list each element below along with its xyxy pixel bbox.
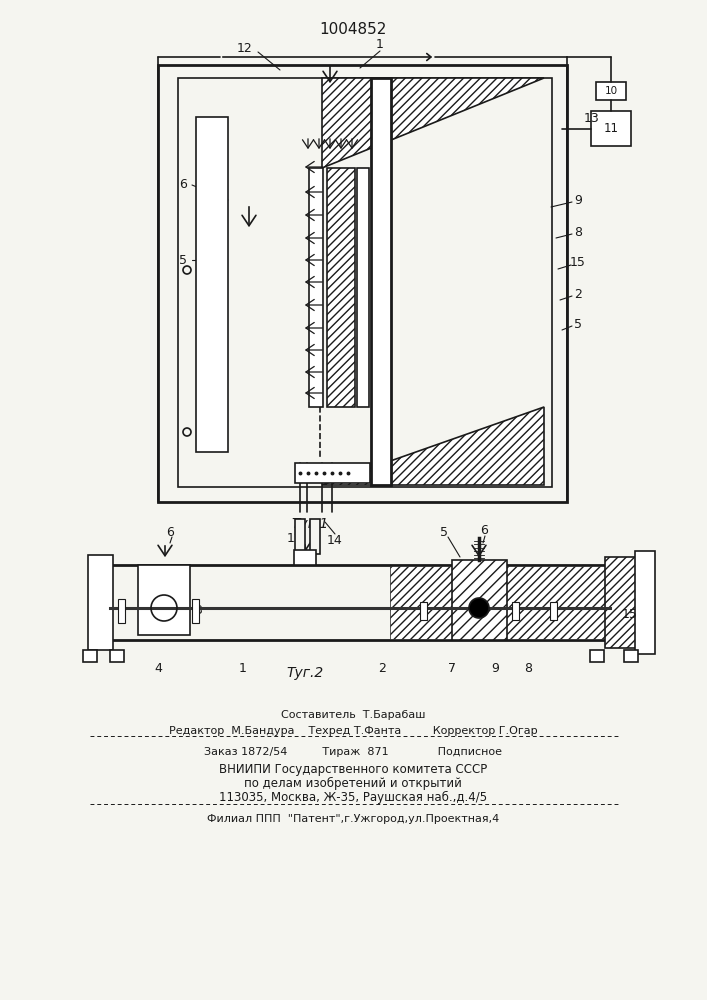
Bar xyxy=(192,599,199,623)
Text: 9: 9 xyxy=(574,194,582,207)
Bar xyxy=(512,602,519,620)
Bar xyxy=(309,168,323,407)
Text: 6: 6 xyxy=(179,178,187,192)
Bar xyxy=(83,650,97,662)
Text: Заказ 1872/54          Тираж  871              Подписное: Заказ 1872/54 Тираж 871 Подписное xyxy=(204,747,502,757)
Circle shape xyxy=(469,598,489,618)
Text: 15: 15 xyxy=(622,608,638,621)
Bar xyxy=(357,168,369,407)
Text: ВНИИПИ Государственного комитета СССР: ВНИИПИ Государственного комитета СССР xyxy=(219,763,487,776)
Bar xyxy=(158,65,567,502)
Bar xyxy=(635,551,655,654)
Text: 7: 7 xyxy=(448,662,456,674)
Text: Τуг.1: Τуг.1 xyxy=(291,517,329,531)
Text: 2: 2 xyxy=(574,288,582,300)
Text: 3: 3 xyxy=(194,603,202,616)
Bar xyxy=(295,463,370,483)
Text: 13: 13 xyxy=(584,112,600,125)
Text: 8: 8 xyxy=(574,226,582,238)
Bar xyxy=(420,602,427,620)
Text: 113035, Москва, Ж-35, Раушская наб.,д.4/5: 113035, Москва, Ж-35, Раушская наб.,д.4/… xyxy=(219,791,487,804)
Text: 9: 9 xyxy=(491,662,499,674)
Text: 6: 6 xyxy=(166,526,174,538)
Text: по делам изобретений и открытий: по делам изобретений и открытий xyxy=(244,777,462,790)
Bar xyxy=(138,565,190,635)
Text: 6: 6 xyxy=(480,524,488,536)
Bar xyxy=(310,519,320,554)
Text: Филиал ППП  "Патент",г.Ужгород,ул.Проектная,4: Филиал ППП "Патент",г.Ужгород,ул.Проектн… xyxy=(207,814,499,824)
Bar xyxy=(178,78,552,487)
Text: 1004852: 1004852 xyxy=(320,22,387,37)
Bar xyxy=(605,557,637,648)
Bar xyxy=(295,519,305,554)
Text: 5: 5 xyxy=(440,526,448,538)
Bar xyxy=(590,650,604,662)
Text: Τуг.2: Τуг.2 xyxy=(286,666,324,680)
Text: Составитель  Т.Барабаш: Составитель Т.Барабаш xyxy=(281,710,425,720)
Text: 5: 5 xyxy=(179,253,187,266)
Text: 5: 5 xyxy=(574,318,582,330)
Bar xyxy=(118,599,125,623)
Bar xyxy=(596,82,626,100)
Bar xyxy=(452,560,507,640)
Text: 11: 11 xyxy=(604,122,619,135)
Text: 12: 12 xyxy=(287,532,303,544)
Bar xyxy=(196,117,228,452)
Bar xyxy=(327,168,355,407)
Bar xyxy=(110,565,610,640)
Bar xyxy=(591,111,631,146)
Text: 10: 10 xyxy=(604,86,617,96)
Polygon shape xyxy=(322,407,544,485)
Text: 2: 2 xyxy=(378,662,386,674)
Text: Редактор  М.Бандура    Техред Т.Фанта         Корректор Г.Огар: Редактор М.Бандура Техред Т.Фанта Коррек… xyxy=(169,726,537,736)
Text: 15: 15 xyxy=(570,256,586,269)
Bar xyxy=(371,78,391,485)
Text: 1: 1 xyxy=(376,37,384,50)
Text: 1: 1 xyxy=(239,662,247,674)
Polygon shape xyxy=(322,78,544,168)
Bar xyxy=(624,650,638,662)
Bar xyxy=(294,550,316,565)
Text: 14: 14 xyxy=(327,534,343,546)
Bar xyxy=(110,650,124,662)
Bar xyxy=(550,602,557,620)
Text: 8: 8 xyxy=(524,662,532,674)
Bar xyxy=(88,555,113,650)
Text: 12: 12 xyxy=(237,41,253,54)
Text: 4: 4 xyxy=(154,662,162,674)
Bar xyxy=(390,566,609,639)
